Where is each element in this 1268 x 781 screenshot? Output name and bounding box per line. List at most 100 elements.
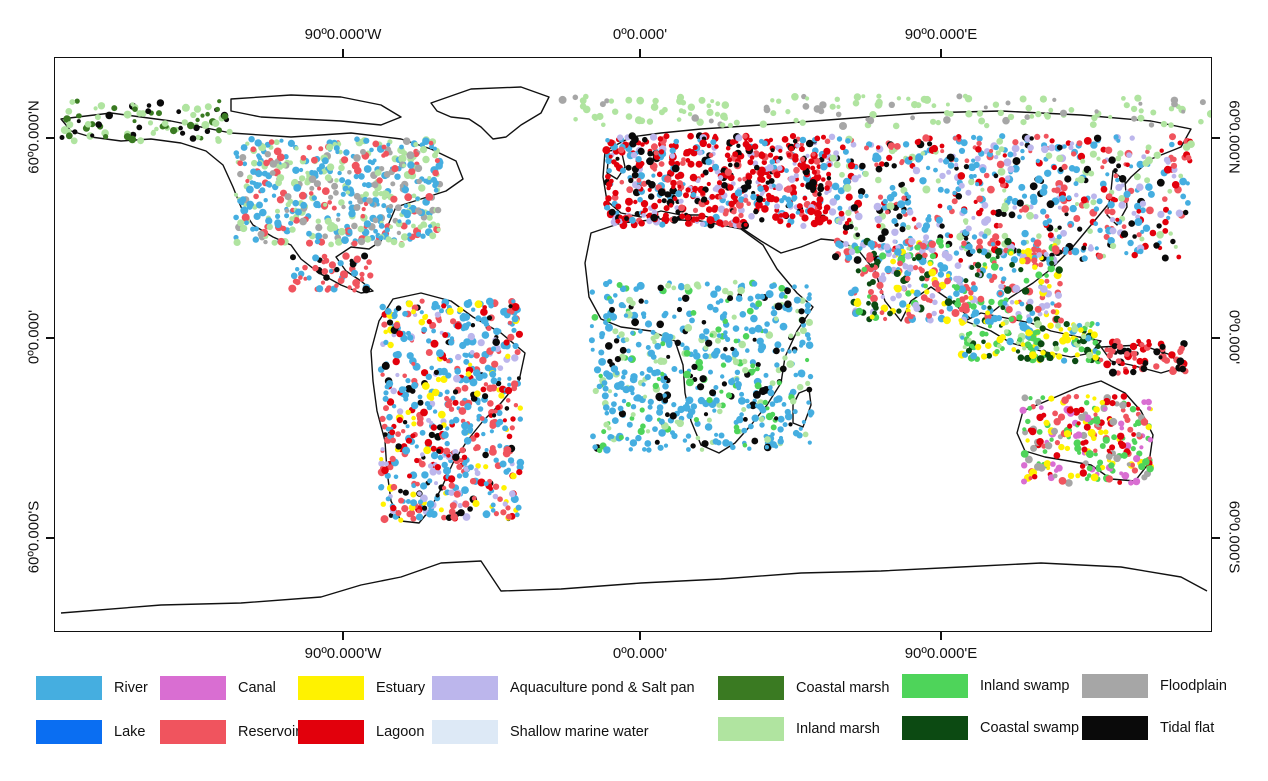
wetland-dot <box>313 180 321 188</box>
wetland-dot <box>599 101 606 108</box>
wetland-dot <box>244 220 249 226</box>
wetland-dot <box>751 437 759 445</box>
world-map-svg <box>59 86 1211 614</box>
wetland-dot <box>1029 427 1037 436</box>
wetland-dot <box>506 467 511 473</box>
wetland-dot <box>469 478 477 485</box>
wetland-dot <box>644 440 652 447</box>
wetland-dot <box>883 161 890 168</box>
wetland-dot <box>1035 271 1043 279</box>
wetland-dot <box>939 267 944 273</box>
wetland-dot <box>683 349 691 357</box>
wetland-dot <box>759 387 767 396</box>
wetland-dot <box>1167 210 1172 215</box>
wetland-dot <box>1133 173 1141 181</box>
wetland-dot <box>606 168 612 174</box>
wetland-dot <box>426 500 435 509</box>
wetland-dot <box>305 170 310 175</box>
wetland-dot <box>1137 114 1145 122</box>
wetland-dot <box>1073 341 1078 347</box>
legend-label-inland-swamp: Inland swamp <box>980 678 1070 694</box>
wetland-dot <box>1078 413 1086 421</box>
wetland-dot <box>727 290 734 297</box>
wetland-dot <box>489 422 497 429</box>
wetland-dot <box>1109 417 1118 426</box>
wetland-dot <box>953 284 960 291</box>
wetland-dot <box>246 174 253 181</box>
wetland-dot <box>1086 465 1093 472</box>
wetland-dot <box>912 166 921 175</box>
wetland-dot <box>1048 107 1054 113</box>
wetland-dot <box>668 203 674 208</box>
wetland-dot <box>980 353 988 360</box>
wetland-dot <box>763 104 770 111</box>
wetland-dot <box>773 347 780 355</box>
wetland-dot <box>943 116 951 124</box>
wetland-dot <box>233 150 240 156</box>
wetland-dot <box>181 119 188 126</box>
wetland-dot <box>677 297 682 302</box>
wetland-dot <box>780 347 785 352</box>
wetland-dot <box>380 372 385 377</box>
wetland-dot <box>497 377 502 382</box>
wetland-dot <box>1029 136 1034 141</box>
wetland-dot <box>678 369 684 374</box>
wetland-dot <box>611 417 619 424</box>
wetland-dot <box>808 158 815 165</box>
wetland-dot <box>1021 229 1029 238</box>
wetland-dot <box>401 150 408 157</box>
wetland-dot <box>593 366 602 374</box>
wetland-dot <box>386 398 395 406</box>
wetland-dot <box>472 499 480 508</box>
wetland-dot <box>962 306 970 314</box>
wetland-dot <box>777 218 784 225</box>
wetland-dot <box>273 147 282 156</box>
wetland-dot <box>1044 214 1050 219</box>
wetland-dot <box>1073 393 1080 400</box>
wetland-dot <box>1043 133 1049 139</box>
wetland-dot <box>380 515 389 524</box>
wetland-dot <box>612 328 619 335</box>
wetland-dot <box>757 169 765 178</box>
wetland-dot <box>953 136 958 141</box>
wetland-dot <box>1134 94 1142 102</box>
wetland-dot <box>277 237 286 246</box>
wetland-dot <box>103 134 109 140</box>
wetland-dot <box>605 195 612 202</box>
wetland-dot <box>1153 151 1162 159</box>
wetland-dot <box>1024 247 1032 256</box>
wetland-dot <box>951 309 960 317</box>
wetland-dot <box>717 408 723 415</box>
top-tick-0 <box>639 49 641 57</box>
wetland-dot <box>493 510 499 517</box>
wetland-dot <box>608 98 615 104</box>
wetland-dot <box>982 233 988 239</box>
wetland-dot <box>505 505 511 511</box>
wetland-dot <box>626 296 634 304</box>
wetland-dots <box>59 93 1211 524</box>
wetland-dot <box>766 173 772 180</box>
wetland-dot <box>1165 159 1171 165</box>
wetland-dot <box>240 206 249 215</box>
wetland-dot <box>792 138 798 144</box>
wetland-dot <box>974 262 982 269</box>
wetland-dot <box>1125 162 1130 168</box>
wetland-dot <box>882 198 888 205</box>
wetland-dot <box>629 375 638 384</box>
wetland-dot <box>799 208 805 214</box>
wetland-dot <box>1038 278 1045 285</box>
wetland-dot <box>390 387 398 395</box>
wetland-dot <box>669 412 677 420</box>
wetland-dot <box>239 224 248 233</box>
wetland-dot <box>647 398 654 405</box>
wetland-dot <box>1176 254 1182 260</box>
wetland-dot <box>657 444 664 451</box>
wetland-dot <box>678 198 684 204</box>
wetland-dot <box>605 342 613 350</box>
wetland-dot <box>774 341 782 349</box>
wetland-dot <box>1073 181 1079 187</box>
wetland-dot <box>398 497 405 504</box>
wetland-dot <box>652 167 657 172</box>
wetland-dot <box>334 178 339 183</box>
wetland-dot <box>691 114 699 122</box>
